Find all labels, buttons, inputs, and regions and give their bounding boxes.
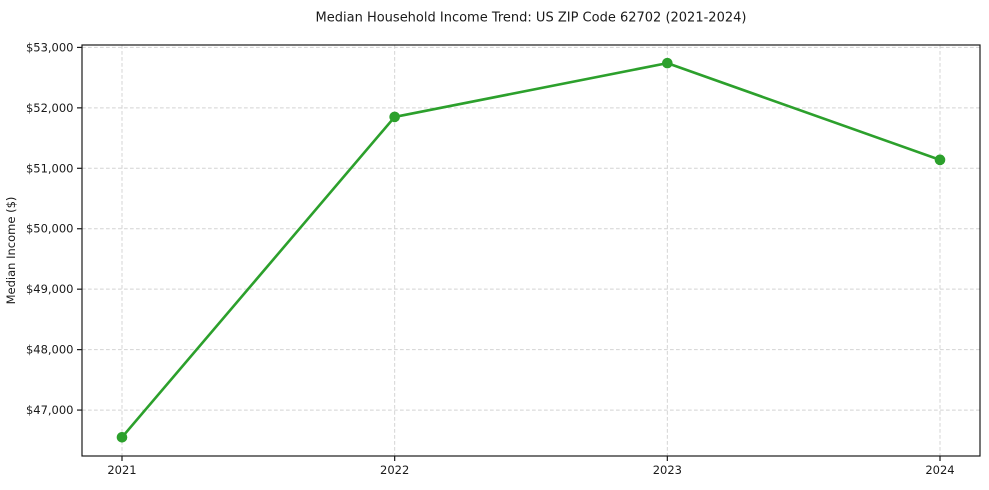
axis-spines xyxy=(81,44,981,457)
y-tick-label: $49,000 xyxy=(26,282,74,296)
income-trend-line xyxy=(120,61,942,439)
data-point-2022 xyxy=(389,111,400,123)
x-tick-label: 2021 xyxy=(107,463,136,477)
axis-layer: $47,000 $48,000 $49,000 $50,000 $51,000 $52,0… xyxy=(26,40,981,477)
x-tick-label: 2023 xyxy=(653,463,682,477)
data-point-2021 xyxy=(116,431,128,443)
y-tick-label: $53,000 xyxy=(26,40,74,54)
data-point-2023 xyxy=(662,57,673,69)
y-tick-label: $47,000 xyxy=(26,403,74,417)
y-tick-label: $52,000 xyxy=(26,101,74,115)
data-point-2024 xyxy=(934,154,946,166)
chart-title: Median Household Income Trend: US ZIP Co… xyxy=(316,11,747,26)
data-series-layer xyxy=(116,57,946,443)
y-axis-label: Median Income ($) xyxy=(4,197,18,305)
x-tick-label: 2024 xyxy=(925,463,954,477)
y-tick-label: $50,000 xyxy=(26,222,74,236)
x-tick-label: 2022 xyxy=(380,463,409,477)
y-tick-label: $51,000 xyxy=(26,161,74,175)
grid-layer xyxy=(82,45,980,456)
y-tick-label: $48,000 xyxy=(26,343,74,357)
